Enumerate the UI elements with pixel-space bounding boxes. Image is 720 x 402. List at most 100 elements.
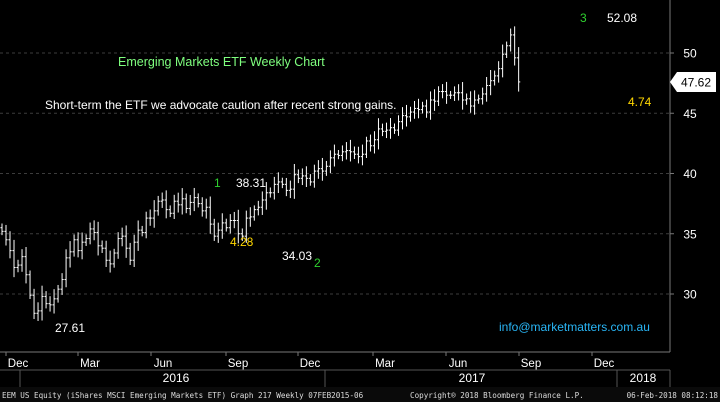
annotation-wave-2: 2 xyxy=(314,256,321,270)
y-tick-label-30: 30 xyxy=(683,288,697,302)
annotations: 1 38.31 4.28 34.03 2 27.61 3 52.08 4.74 xyxy=(55,11,652,335)
price-bar-98 xyxy=(392,123,397,134)
price-bar-16 xyxy=(64,249,68,288)
price-bar-101 xyxy=(404,104,409,127)
price-bar-65 xyxy=(260,191,264,215)
price-bar-104 xyxy=(416,98,421,119)
price-bar-33 xyxy=(132,234,136,267)
price-bar-62 xyxy=(248,207,252,227)
price-bar-54 xyxy=(216,222,220,243)
annotation-low-27-61: 27.61 xyxy=(55,321,85,335)
price-bar-46 xyxy=(184,193,188,214)
price-bar-59 xyxy=(236,209,240,244)
price-bar-100 xyxy=(400,107,405,130)
price-bar-63 xyxy=(252,205,256,221)
y-axis: 30 35 40 45 50 xyxy=(669,0,697,352)
price-bar-7 xyxy=(28,270,32,300)
price-bar-118 xyxy=(472,90,477,115)
price-bar-114 xyxy=(456,84,461,101)
price-bar-30 xyxy=(120,227,124,247)
price-bar-124 xyxy=(497,61,501,83)
price-bar-12 xyxy=(48,296,52,312)
price-bar-38 xyxy=(152,200,156,228)
price-bar-93 xyxy=(372,131,377,154)
price-bar-23 xyxy=(92,220,96,241)
price-bar-39 xyxy=(156,195,160,216)
price-bar-85 xyxy=(340,145,345,162)
price-bar-9 xyxy=(36,302,40,321)
x-year-label-2017: 2017 xyxy=(459,371,486,385)
price-bar-36 xyxy=(144,211,148,239)
price-bar-49 xyxy=(196,193,200,208)
price-bar-96 xyxy=(384,122,389,139)
y-tick-label-50: 50 xyxy=(683,47,697,61)
price-bar-69 xyxy=(276,172,280,194)
price-bar-125 xyxy=(501,44,505,78)
price-bar-26 xyxy=(104,240,108,267)
price-bar-86 xyxy=(344,142,349,160)
last-price-tag: 47.62 xyxy=(670,72,716,92)
y-tick-label-45: 45 xyxy=(683,107,697,121)
annotation-wave-1: 1 xyxy=(214,176,221,190)
price-bar-17 xyxy=(68,241,72,268)
price-bar-82 xyxy=(328,150,333,173)
price-bar-99 xyxy=(396,115,401,136)
price-bar-78 xyxy=(312,164,316,188)
annotation-high-38-31: 38.31 xyxy=(236,176,266,190)
price-bar-79 xyxy=(316,160,320,179)
price-bar-119 xyxy=(476,94,481,104)
price-bar-32 xyxy=(128,242,132,266)
price-bar-43 xyxy=(172,194,176,220)
footer-copyright: Copyright® 2018 Bloomberg Finance L.P. xyxy=(410,391,584,400)
x-tick-label-dec: Dec xyxy=(300,358,321,370)
price-bar-35 xyxy=(140,225,144,237)
price-bar-106 xyxy=(424,99,429,118)
x-tick-label-dec: Dec xyxy=(594,358,615,370)
price-bar-89 xyxy=(356,146,361,164)
price-bar-116 xyxy=(464,93,469,105)
price-bar-55 xyxy=(220,213,224,239)
price-bar-8 xyxy=(32,288,36,320)
price-bar-11 xyxy=(44,291,48,309)
price-bar-13 xyxy=(52,289,56,314)
price-bar-74 xyxy=(296,169,300,184)
price-bar-97 xyxy=(388,118,393,139)
price-bar-107 xyxy=(428,91,433,120)
price-bar-90 xyxy=(360,144,365,166)
price-bar-45 xyxy=(180,188,184,215)
price-bar-92 xyxy=(368,134,373,152)
price-bar-115 xyxy=(460,82,465,110)
y-tick-label-40: 40 xyxy=(683,167,697,181)
price-bar-42 xyxy=(168,205,172,218)
price-bar-47 xyxy=(188,194,192,216)
price-bar-48 xyxy=(192,187,196,212)
last-price-label: 47.62 xyxy=(681,76,711,90)
x-tick-label-sep: Sep xyxy=(521,358,541,370)
price-bar-21 xyxy=(84,234,88,246)
price-bar-29 xyxy=(116,232,120,259)
price-bar-88 xyxy=(352,146,357,159)
price-bar-53 xyxy=(212,218,216,241)
price-bar-94 xyxy=(376,118,381,150)
price-bar-120 xyxy=(481,87,485,105)
price-bar-73 xyxy=(292,163,296,199)
price-bar-27 xyxy=(108,250,112,273)
footer: EEM US Equity (iShares MSCI Emerging Mar… xyxy=(0,387,720,402)
price-bar-70 xyxy=(280,177,284,189)
x-year-label-2016: 2016 xyxy=(163,371,190,385)
x-tick-label-dec: Dec xyxy=(8,358,29,370)
price-bar-2 xyxy=(8,231,12,259)
price-bar-77 xyxy=(308,174,312,186)
price-bar-51 xyxy=(204,198,208,219)
x-tick-label-jun: Jun xyxy=(449,358,468,370)
footer-timestamp: 06-Feb-2018 08:12:18 xyxy=(627,391,719,400)
price-bar-108 xyxy=(432,89,437,111)
footer-security: EEM US Equity (iShares MSCI Emerging Mar… xyxy=(2,391,364,400)
price-bar-6 xyxy=(24,247,28,284)
price-bar-68 xyxy=(272,176,276,200)
price-bar-81 xyxy=(324,160,329,176)
price-bar-5 xyxy=(20,249,24,272)
x-tick-label-mar: Mar xyxy=(375,358,395,370)
price-bar-25 xyxy=(100,240,104,253)
